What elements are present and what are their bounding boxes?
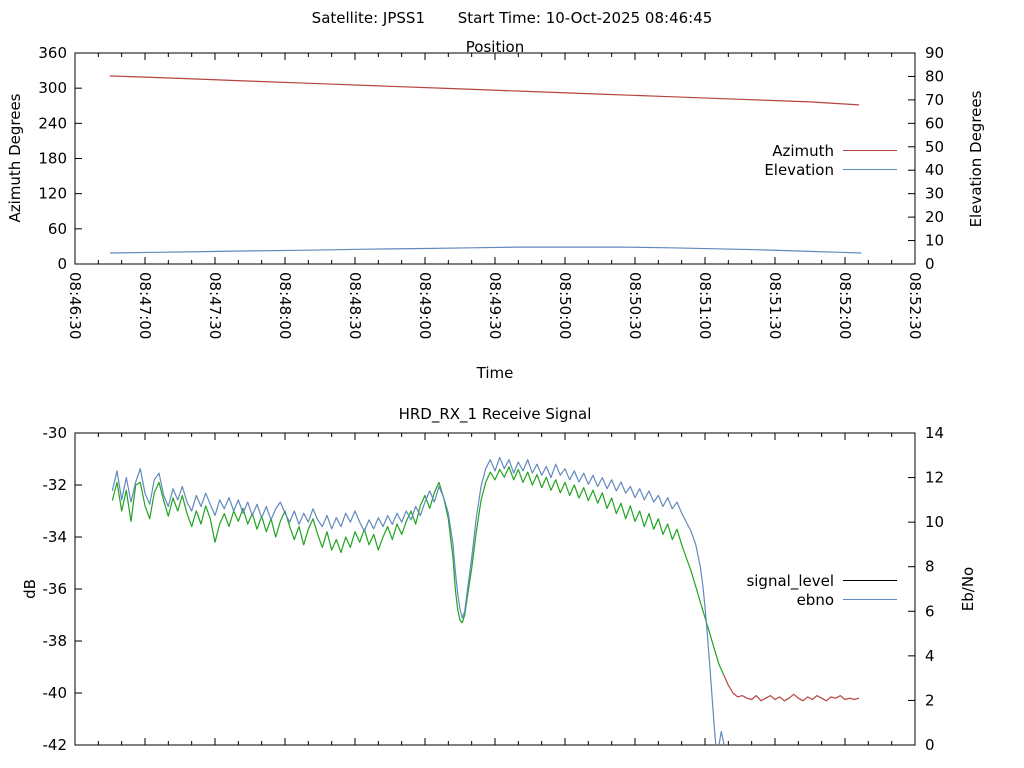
svg-text:08:52:30: 08:52:30 — [906, 272, 924, 339]
svg-text:300: 300 — [38, 79, 67, 97]
y-ticks — [75, 52, 915, 265]
position-legend: Azimuth Elevation — [764, 141, 897, 179]
svg-text:360: 360 — [38, 44, 67, 62]
main-title: Satellite: JPSS1 Start Time: 10-Oct-2025… — [0, 9, 1024, 27]
series-ebno — [111, 456, 725, 745]
svg-text:-40: -40 — [43, 684, 68, 702]
svg-text:08:51:30: 08:51:30 — [766, 272, 784, 339]
svg-text:0: 0 — [925, 736, 935, 754]
legend-row-elevation: Elevation — [764, 160, 897, 179]
legend-line-azimuth — [843, 150, 897, 151]
legend-label-signal-level: signal_level — [746, 571, 834, 590]
legend-line-elevation — [843, 169, 897, 170]
svg-text:08:50:00: 08:50:00 — [556, 272, 574, 339]
y-tick-labels: -30 -32 -34 -36 -38 -40 -42 0 2 4 6 8 10 12 14 — [43, 424, 945, 754]
receive-signal-chart-title: HRD_RX_1 Receive Signal — [398, 405, 592, 423]
x-ticks — [74, 53, 916, 264]
svg-text:6: 6 — [925, 602, 935, 620]
svg-text:60: 60 — [48, 220, 67, 238]
svg-text:08:49:00: 08:49:00 — [416, 272, 434, 339]
svg-text:-36: -36 — [43, 580, 68, 598]
svg-text:08:50:30: 08:50:30 — [626, 272, 644, 339]
svg-text:20: 20 — [925, 208, 944, 226]
svg-text:8: 8 — [925, 558, 935, 576]
svg-text:240: 240 — [38, 114, 67, 132]
legend-label-elevation: Elevation — [764, 160, 834, 179]
svg-text:12: 12 — [925, 469, 944, 487]
svg-text:08:49:30: 08:49:30 — [486, 272, 504, 339]
svg-text:0: 0 — [57, 255, 67, 273]
svg-text:08:48:00: 08:48:00 — [276, 272, 294, 339]
svg-text:-38: -38 — [43, 632, 68, 650]
svg-text:08:48:30: 08:48:30 — [346, 272, 364, 339]
svg-text:-34: -34 — [43, 528, 68, 546]
series-signal_level-unlocked — [723, 674, 860, 702]
svg-text:0: 0 — [925, 255, 935, 273]
svg-text:08:52:00: 08:52:00 — [836, 272, 854, 339]
svg-text:90: 90 — [925, 44, 944, 62]
x-ticks — [74, 433, 916, 745]
start-time-label: Start Time: 10-Oct-2025 08:46:45 — [457, 9, 713, 27]
svg-text:08:51:00: 08:51:00 — [696, 272, 714, 339]
svg-text:4: 4 — [925, 647, 935, 665]
series-elevation — [109, 246, 862, 254]
svg-text:40: 40 — [925, 161, 944, 179]
legend-label-ebno: ebno — [796, 590, 834, 609]
svg-text:08:46:30: 08:46:30 — [66, 272, 84, 339]
series-azimuth — [109, 75, 860, 106]
satellite-label: Satellite: JPSS1 — [311, 9, 425, 27]
svg-text:120: 120 — [38, 185, 67, 203]
legend-row-azimuth: Azimuth — [764, 141, 897, 160]
svg-text:10: 10 — [925, 513, 944, 531]
x-tick-labels: 08:46:30 08:47:00 08:47:30 08:48:00 08:48:30… — [66, 272, 924, 339]
legend-line-signal-level — [843, 580, 897, 581]
legend-label-azimuth: Azimuth — [772, 141, 834, 160]
position-chart-title: Position — [465, 38, 525, 56]
legend-line-ebno — [843, 599, 897, 600]
svg-text:80: 80 — [925, 67, 944, 85]
svg-text:70: 70 — [925, 91, 944, 109]
chart-0: 0 60 120 180 240 300 360 0 10 20 30 40 50 60 70 80 90 08:… — [38, 44, 944, 339]
svg-text:14: 14 — [925, 424, 944, 442]
legend-row-signal-level: signal_level — [746, 571, 897, 590]
svg-text:180: 180 — [38, 150, 67, 168]
y-ticks — [75, 432, 915, 746]
svg-text:10: 10 — [925, 232, 944, 250]
svg-text:60: 60 — [925, 114, 944, 132]
legend-row-ebno: ebno — [746, 590, 897, 609]
svg-text:50: 50 — [925, 138, 944, 156]
svg-text:-42: -42 — [43, 736, 68, 754]
chart-1: -30 -32 -34 -36 -38 -40 -42 0 2 4 6 8 10 12 14 — [43, 424, 945, 754]
svg-text:2: 2 — [925, 691, 935, 709]
y-tick-labels: 0 60 120 180 240 300 360 0 10 20 30 40 50 60 70 80 90 — [38, 44, 944, 273]
svg-text:08:47:00: 08:47:00 — [136, 272, 154, 339]
svg-text:-32: -32 — [43, 476, 68, 494]
svg-text:30: 30 — [925, 185, 944, 203]
series-signal_level-locked — [111, 466, 725, 676]
svg-text:-30: -30 — [43, 424, 68, 442]
svg-text:08:47:30: 08:47:30 — [206, 272, 224, 339]
time-axis-label: Time — [476, 364, 514, 382]
receive-signal-legend: signal_level ebno — [746, 571, 897, 609]
